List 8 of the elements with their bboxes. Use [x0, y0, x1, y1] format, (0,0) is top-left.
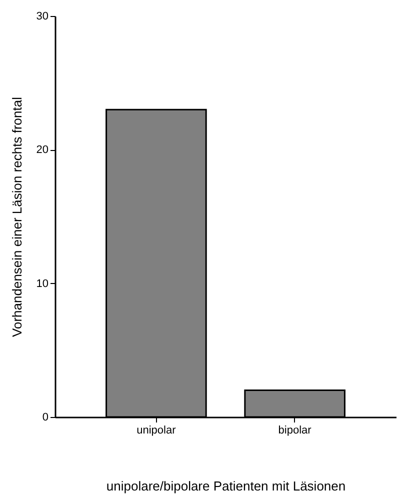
y-tick-label: 0	[42, 412, 48, 424]
y-tick-label: 20	[36, 144, 48, 156]
y-axis-title: Vorhandensein einer Läsion rechts frontal	[9, 96, 24, 337]
y-tick-label: 30	[36, 10, 48, 22]
x-axis-title: unipolare/bipolare Patienten mit Läsionen	[106, 478, 346, 494]
x-tick-label: bipolar	[278, 424, 312, 436]
y-tick-label: 10	[36, 278, 48, 290]
x-tick-label: unipolar	[136, 424, 176, 436]
